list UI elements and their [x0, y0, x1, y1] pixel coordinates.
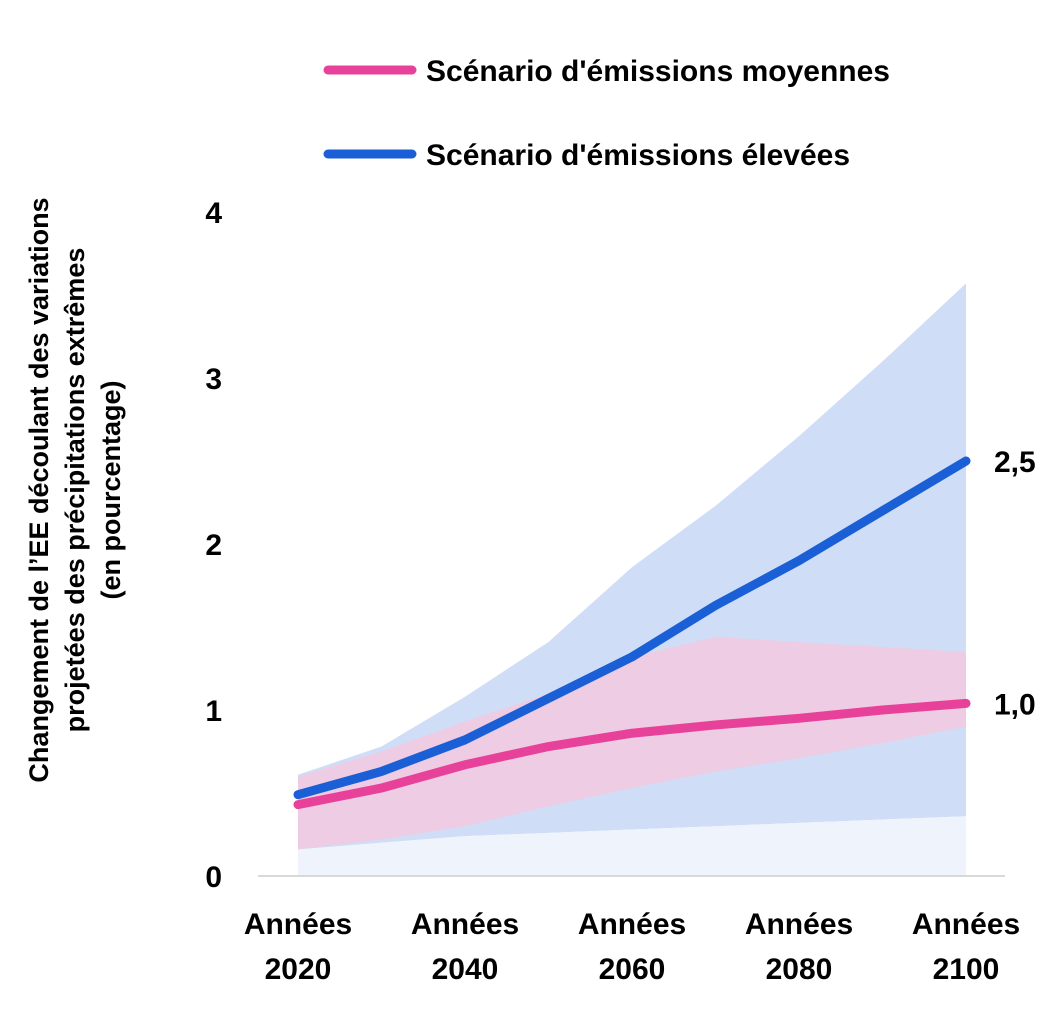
x-tick-label: 2080	[766, 953, 833, 986]
legend-label-high: Scénario d'émissions élevées	[426, 139, 850, 172]
end-label-high: 2,5	[994, 446, 1036, 479]
y-axis-label-line: projetées des précipitations extrêmes	[60, 248, 90, 733]
y-tick-label: 2	[205, 529, 222, 562]
x-tick-label: 2020	[265, 953, 332, 986]
y-axis-label-line: (en pourcentage)	[96, 380, 126, 599]
y-tick-labels: 0 1 2 3 4	[205, 197, 222, 894]
x-tick-label: Années	[578, 908, 686, 941]
series-lines	[293, 456, 971, 810]
y-axis-label-line: Changement de l’EE découlant des variati…	[24, 197, 54, 782]
y-tick-label: 0	[205, 861, 222, 894]
x-tick-labels: Années 2020 Années 2040 Années 2060 Années 2080…	[244, 908, 1020, 986]
end-label-medium: 1,0	[994, 688, 1036, 721]
x-tick-label: Années	[244, 908, 352, 941]
band-floor	[298, 816, 966, 876]
uncertainty-bands	[298, 283, 966, 876]
series-line-high	[293, 456, 971, 800]
y-axis-label: Changement de l’EE découlant des variati…	[24, 197, 126, 782]
end-labels: 1,0 2,5	[994, 446, 1036, 721]
x-tick-label: 2060	[599, 953, 666, 986]
legend: Scénario d'émissions moyennes Scénario d'…	[323, 55, 890, 172]
x-tick-label: Années	[912, 908, 1020, 941]
y-tick-label: 3	[205, 363, 222, 396]
x-tick-label: 2100	[933, 953, 1000, 986]
band-medium	[298, 636, 966, 850]
x-tick-label: Années	[411, 908, 519, 941]
series-line-medium	[293, 698, 971, 810]
y-tick-label: 4	[205, 197, 222, 230]
x-tick-label: Années	[745, 908, 853, 941]
legend-label-medium: Scénario d'émissions moyennes	[426, 55, 890, 88]
y-tick-label: 1	[205, 695, 222, 728]
x-tick-label: 2040	[432, 953, 499, 986]
